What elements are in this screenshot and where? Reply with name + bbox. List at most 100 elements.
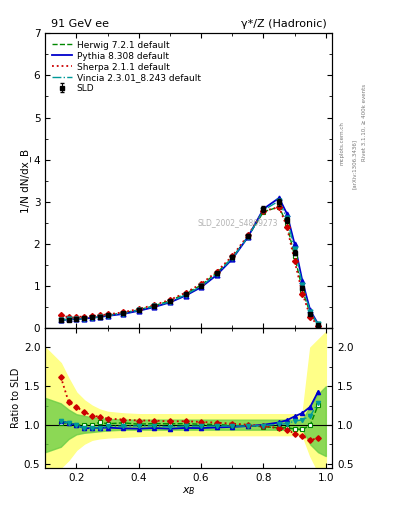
Herwig 7.2.1 default [285,221,289,227]
Sherpa 2.1.1 default [300,290,305,296]
Pythia 8.308 default [121,311,125,317]
Pythia 8.308 default [230,256,235,262]
Vincia 2.3.01_8.243 default [308,309,312,315]
Pythia 8.308 default [152,304,157,310]
Sherpa 2.1.1 default [152,302,157,308]
Vincia 2.3.01_8.243 default [183,292,188,298]
Pythia 8.308 default [105,313,110,319]
Herwig 7.2.1 default [82,315,86,321]
Herwig 7.2.1 default [167,297,172,304]
Y-axis label: 1/N dN/dx_B: 1/N dN/dx_B [20,148,31,213]
Sherpa 2.1.1 default [316,323,320,329]
Vincia 2.3.01_8.243 default [59,317,63,323]
Line: Vincia 2.3.01_8.243 default: Vincia 2.3.01_8.243 default [61,201,318,324]
Vincia 2.3.01_8.243 default [82,315,86,322]
Sherpa 2.1.1 default [308,313,312,319]
Pythia 8.308 default [246,234,250,240]
Pythia 8.308 default [183,292,188,298]
Sherpa 2.1.1 default [199,281,204,287]
Pythia 8.308 default [74,316,79,322]
Pythia 8.308 default [66,316,71,323]
Pythia 8.308 default [308,307,312,313]
Herwig 7.2.1 default [136,307,141,313]
Legend: Herwig 7.2.1 default, Pythia 8.308 default, Sherpa 2.1.1 default, Vincia 2.3.01_: Herwig 7.2.1 default, Pythia 8.308 defau… [50,38,204,96]
Sherpa 2.1.1 default [214,269,219,275]
Herwig 7.2.1 default [59,317,63,323]
Pythia 8.308 default [90,315,94,321]
Vincia 2.3.01_8.243 default [90,315,94,321]
Pythia 8.308 default [285,210,289,217]
Vincia 2.3.01_8.243 default [261,207,266,213]
Sherpa 2.1.1 default [59,312,63,318]
Vincia 2.3.01_8.243 default [136,307,141,313]
Y-axis label: Ratio to SLD: Ratio to SLD [11,368,21,429]
Vincia 2.3.01_8.243 default [152,303,157,309]
Herwig 7.2.1 default [66,316,71,323]
Line: Pythia 8.308 default: Pythia 8.308 default [61,198,318,324]
Sherpa 2.1.1 default [105,311,110,317]
Herwig 7.2.1 default [214,270,219,276]
Pythia 8.308 default [261,206,266,212]
Sherpa 2.1.1 default [183,290,188,296]
Pythia 8.308 default [300,279,305,285]
Text: SLD_2002_S4869273: SLD_2002_S4869273 [197,218,278,227]
Herwig 7.2.1 default [105,312,110,318]
Vincia 2.3.01_8.243 default [105,313,110,319]
Text: Rivet 3.1.10, ≥ 400k events: Rivet 3.1.10, ≥ 400k events [362,84,367,161]
Herwig 7.2.1 default [230,254,235,261]
Sherpa 2.1.1 default [74,314,79,320]
Sherpa 2.1.1 default [277,204,281,210]
Sherpa 2.1.1 default [66,314,71,320]
Text: [arXiv:1306.3436]: [arXiv:1306.3436] [352,139,357,189]
Sherpa 2.1.1 default [82,313,86,319]
Pythia 8.308 default [214,272,219,278]
Pythia 8.308 default [316,321,320,327]
Sherpa 2.1.1 default [136,306,141,312]
Herwig 7.2.1 default [277,204,281,210]
Vincia 2.3.01_8.243 default [167,298,172,305]
Vincia 2.3.01_8.243 default [199,283,204,289]
Pythia 8.308 default [97,314,102,320]
Vincia 2.3.01_8.243 default [97,314,102,320]
Herwig 7.2.1 default [261,209,266,215]
Vincia 2.3.01_8.243 default [230,255,235,261]
Sherpa 2.1.1 default [97,312,102,318]
Herwig 7.2.1 default [183,291,188,297]
Pythia 8.308 default [167,300,172,306]
Line: Herwig 7.2.1 default: Herwig 7.2.1 default [61,207,318,325]
Sherpa 2.1.1 default [121,309,125,315]
Text: γ*/Z (Hadronic): γ*/Z (Hadronic) [241,19,326,29]
Herwig 7.2.1 default [300,287,305,293]
Herwig 7.2.1 default [316,322,320,328]
Pythia 8.308 default [136,308,141,314]
X-axis label: $x_B$: $x_B$ [182,485,195,497]
Pythia 8.308 default [199,284,204,290]
Vincia 2.3.01_8.243 default [277,198,281,204]
Vincia 2.3.01_8.243 default [316,321,320,327]
Herwig 7.2.1 default [199,282,204,288]
Sherpa 2.1.1 default [230,253,235,259]
Herwig 7.2.1 default [152,303,157,309]
Vincia 2.3.01_8.243 default [292,246,297,252]
Vincia 2.3.01_8.243 default [300,282,305,288]
Pythia 8.308 default [82,315,86,322]
Vincia 2.3.01_8.243 default [214,271,219,277]
Herwig 7.2.1 default [308,311,312,317]
Vincia 2.3.01_8.243 default [285,215,289,221]
Herwig 7.2.1 default [97,313,102,319]
Herwig 7.2.1 default [74,316,79,322]
Pythia 8.308 default [59,317,63,323]
Text: 91 GeV ee: 91 GeV ee [51,19,109,29]
Sherpa 2.1.1 default [285,224,289,230]
Vincia 2.3.01_8.243 default [66,316,71,323]
Sherpa 2.1.1 default [261,208,266,214]
Sherpa 2.1.1 default [167,297,172,303]
Line: Sherpa 2.1.1 default: Sherpa 2.1.1 default [61,207,318,326]
Sherpa 2.1.1 default [292,258,297,264]
Herwig 7.2.1 default [246,233,250,240]
Sherpa 2.1.1 default [246,232,250,239]
Herwig 7.2.1 default [121,310,125,316]
Sherpa 2.1.1 default [90,313,94,319]
Pythia 8.308 default [292,241,297,247]
Vincia 2.3.01_8.243 default [246,234,250,240]
